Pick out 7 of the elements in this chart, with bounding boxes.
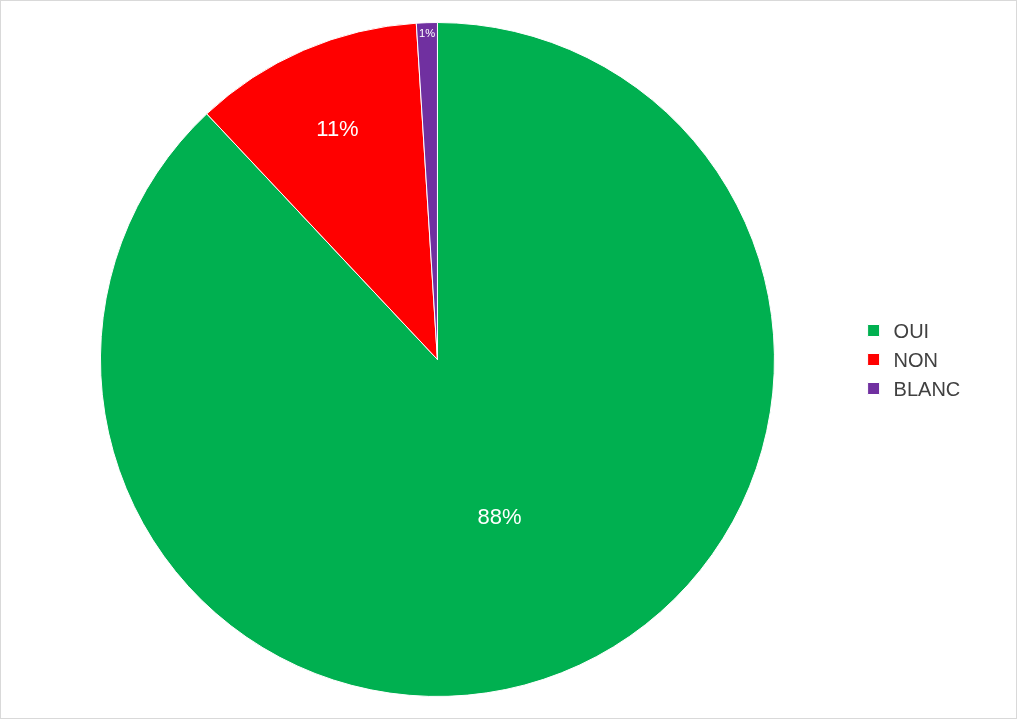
legend-label: NON [893,349,939,372]
legend-label: OUI [893,320,930,343]
legend-label: BLANC [893,378,961,401]
data-label: 88% [477,503,522,529]
pie-slice [100,22,775,697]
data-label: 1% [419,26,436,39]
data-label: 11% [316,115,359,141]
